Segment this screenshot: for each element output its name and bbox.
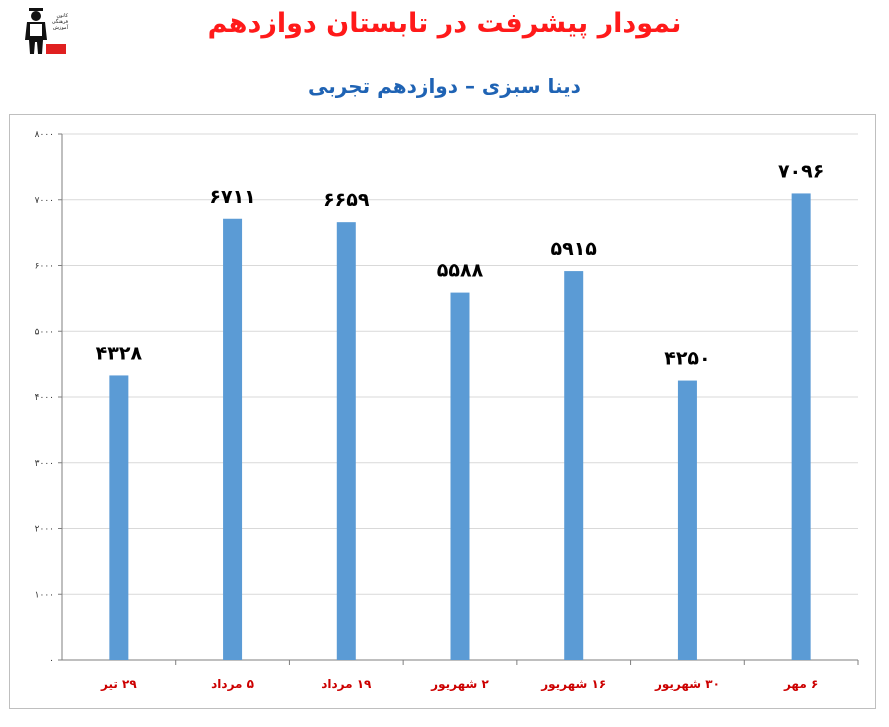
x-tick-label: ۶ مهر (783, 677, 818, 691)
x-tick-label: ۵ مرداد (211, 677, 254, 691)
data-label: ۶۶۵۹ (323, 189, 370, 211)
bar (677, 380, 697, 660)
y-tick-label: ۰ (49, 656, 54, 666)
bar (223, 218, 243, 660)
y-tick-label: ۷۰۰۰ (35, 196, 54, 206)
x-tick-label: ۱۹ مرداد (321, 677, 372, 691)
y-tick-label: ۴۰۰۰ (35, 393, 54, 403)
graduate-figure-icon (25, 8, 66, 54)
chart-subtitle: دینا سبزی – دوازدهم تجربی (308, 74, 581, 98)
x-tick-label: ۳۰ شهریور (654, 677, 720, 692)
logo-text: کانون فرهنگی آموزش (47, 13, 68, 31)
y-tick-label: ۲۰۰۰ (35, 525, 54, 535)
y-tick-label: ۸۰۰۰ (35, 130, 54, 140)
data-label: ۵۹۱۵ (551, 238, 598, 260)
logo: کانون فرهنگی آموزش (16, 6, 68, 58)
data-label: ۶۷۱۱ (209, 186, 255, 208)
logo-line: آموزش (52, 25, 68, 31)
data-label: ۷۰۹۶ (778, 160, 824, 182)
bar (791, 193, 811, 661)
x-tick-label: ۲ شهریور (430, 677, 489, 692)
x-tick-label: ۱۶ شهریور (540, 677, 606, 692)
bar (336, 222, 356, 660)
bar (564, 271, 584, 660)
data-label: ۴۲۵۰ (664, 348, 710, 370)
logo-line: کانون (56, 13, 68, 19)
y-tick-label: ۵۰۰۰ (35, 327, 54, 337)
y-tick-label: ۶۰۰۰ (35, 262, 54, 272)
chart-frame (9, 114, 876, 709)
bar (109, 375, 129, 660)
data-label: ۵۵۸۸ (437, 260, 484, 282)
y-tick-label: ۳۰۰۰ (35, 459, 54, 469)
x-tick-label: ۲۹ تیر (100, 677, 137, 691)
data-label: ۴۳۲۸ (96, 342, 143, 364)
chart-title: نمودار پیشرفت در تابستان دوازدهم (207, 8, 682, 39)
y-tick-label: ۱۰۰۰ (35, 590, 54, 600)
bar (450, 292, 470, 660)
logo-line: فرهنگی (51, 19, 68, 25)
